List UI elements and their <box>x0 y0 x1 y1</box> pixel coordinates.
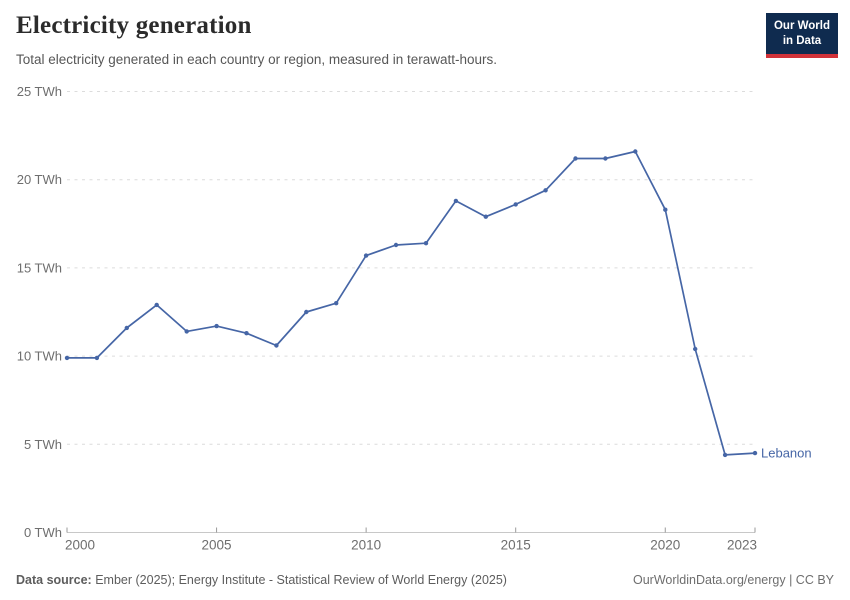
chart-subtitle: Total electricity generated in each coun… <box>16 52 497 67</box>
series-end-label: Lebanon <box>761 446 812 461</box>
data-point-marker <box>184 329 189 334</box>
data-point-marker <box>64 355 70 361</box>
data-series-line <box>66 150 756 456</box>
data-point-marker <box>393 242 399 248</box>
data-source-label: Data source: <box>16 573 92 587</box>
x-axis-tick-label: 2020 <box>650 538 680 553</box>
data-point-marker <box>722 452 728 458</box>
x-axis-tick-label: 2010 <box>351 538 381 553</box>
data-point-marker <box>453 198 459 204</box>
data-point-marker <box>244 331 249 336</box>
data-point-marker <box>304 309 309 315</box>
data-point-marker <box>543 188 548 193</box>
owid-logo-line1: Our World <box>773 20 830 32</box>
data-point-marker <box>154 302 159 308</box>
data-point-marker <box>573 156 578 161</box>
y-axis-tick-label: 20 TWh <box>17 172 62 187</box>
data-point-marker <box>752 450 758 456</box>
y-axis-tick-label: 10 TWh <box>17 349 62 364</box>
data-point-marker <box>214 323 219 329</box>
data-source-text: Ember (2025); Energy Institute - Statist… <box>91 573 507 587</box>
page-title: Electricity generation <box>16 12 252 39</box>
data-point-marker <box>124 325 129 331</box>
y-axis-tick-label: 25 TWh <box>17 84 62 99</box>
data-point-marker <box>603 156 608 161</box>
data-point-marker <box>483 214 488 219</box>
owid-logo: Our World in Data <box>766 13 838 58</box>
license-note: OurWorldinData.org/energy | CC BY <box>632 573 834 587</box>
chart-footer: Data source: Ember (2025); Energy Instit… <box>16 573 834 587</box>
x-axis-tick-label: 2005 <box>202 538 232 553</box>
data-point-marker <box>363 253 369 258</box>
data-point-marker <box>94 355 100 361</box>
data-point-marker <box>274 343 279 348</box>
x-axis-tick-label: 2023 <box>727 538 757 553</box>
data-source-note: Data source: Ember (2025); Energy Instit… <box>16 573 507 587</box>
owid-logo-line2: in Data <box>782 34 822 47</box>
x-axis-tick-label: 2000 <box>65 538 95 553</box>
data-point-marker <box>513 202 518 207</box>
data-point-marker <box>633 149 638 154</box>
data-point-marker <box>334 301 339 306</box>
data-point-marker <box>423 241 429 246</box>
data-point-marker <box>693 346 698 352</box>
y-axis-tick-label: 15 TWh <box>17 260 62 275</box>
data-point-marker <box>663 207 668 212</box>
x-axis-tick-label: 2015 <box>501 538 531 553</box>
y-axis-tick-label: 0 TWh <box>24 525 62 540</box>
y-axis-tick-label: 5 TWh <box>24 437 62 452</box>
